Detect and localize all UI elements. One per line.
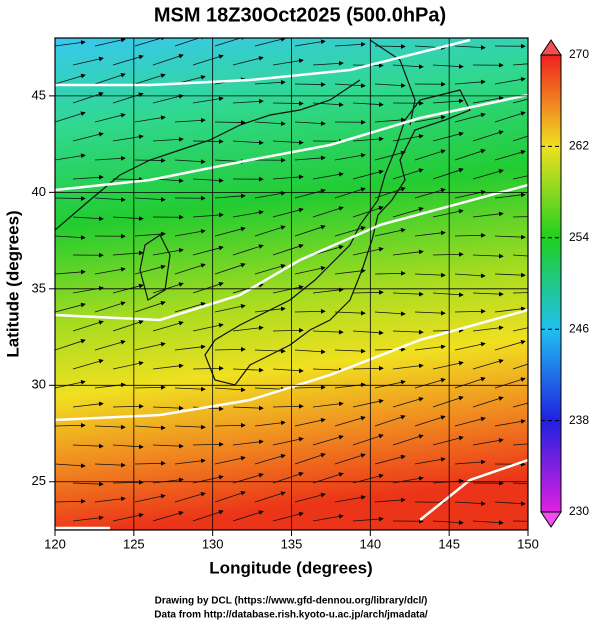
title: MSM 18Z30Oct2025 (500.0hPa) [154,4,446,26]
colorbar-tick-label: 262 [569,139,589,153]
x-tick-label: 130 [202,536,224,551]
streamline [55,198,85,199]
colorbar-bottom-arrow [541,512,561,527]
streamline [295,84,325,85]
colorbar-tick-label: 230 [569,504,589,518]
streamline [215,122,245,123]
streamline [113,179,143,180]
y-tick-label: 25 [32,473,46,488]
y-tick-label: 45 [32,87,46,102]
x-tick-label: 140 [359,536,381,551]
y-tick-label: 30 [32,377,46,392]
streamline [273,103,303,104]
colorbar-tick-label: 238 [569,413,589,427]
x-tick-label: 125 [123,536,145,551]
y-axis-label: Latitude (degrees) [3,210,22,357]
colorbar-tick-label: 246 [569,321,589,335]
x-tick-label: 135 [281,536,303,551]
x-tick-label: 150 [517,536,539,551]
colorbar-tick-label: 270 [569,47,589,61]
x-tick-label: 145 [438,536,460,551]
x-tick-label: 120 [44,536,66,551]
credit: Drawing by DCL (https://www.gfd-dennou.o… [155,596,428,607]
y-tick-label: 35 [32,280,46,295]
colorbar-top-arrow [541,40,561,55]
colorbar [541,55,561,512]
colorbar-tick-label: 254 [569,230,589,244]
x-axis-label: Longitude (degrees) [209,558,372,577]
credit: Data from http://database.rish.kyoto-u.a… [154,610,428,621]
y-tick-label: 40 [32,184,46,199]
